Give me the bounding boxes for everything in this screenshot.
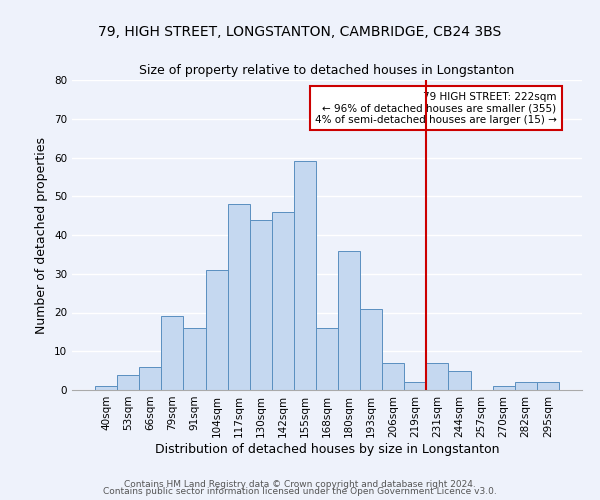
Bar (448, 370, 470, 390)
Bar (537, 382, 559, 390)
Bar (515, 382, 537, 390)
Text: 79, HIGH STREET, LONGSTANTON, CAMBRIDGE, CB24 3BS: 79, HIGH STREET, LONGSTANTON, CAMBRIDGE,… (98, 26, 502, 40)
Text: Contains HM Land Registry data © Crown copyright and database right 2024.: Contains HM Land Registry data © Crown c… (124, 480, 476, 489)
Bar (427, 363, 448, 390)
Y-axis label: Number of detached properties: Number of detached properties (35, 136, 49, 334)
Bar (272, 212, 294, 390)
X-axis label: Distribution of detached houses by size in Longstanton: Distribution of detached houses by size … (155, 442, 499, 456)
Bar (227, 204, 250, 390)
Bar (493, 386, 515, 390)
Bar (360, 308, 382, 390)
Bar (184, 328, 206, 390)
Bar (206, 270, 227, 390)
Bar (250, 220, 272, 390)
Bar (338, 250, 360, 390)
Bar (294, 162, 316, 390)
Bar (117, 374, 139, 390)
Bar (382, 363, 404, 390)
Bar (95, 386, 117, 390)
Bar (161, 316, 184, 390)
Title: Size of property relative to detached houses in Longstanton: Size of property relative to detached ho… (139, 64, 515, 78)
Text: 79 HIGH STREET: 222sqm
← 96% of detached houses are smaller (355)
4% of semi-det: 79 HIGH STREET: 222sqm ← 96% of detached… (315, 92, 557, 125)
Bar (404, 382, 427, 390)
Bar (139, 367, 161, 390)
Bar (316, 328, 338, 390)
Text: Contains public sector information licensed under the Open Government Licence v3: Contains public sector information licen… (103, 487, 497, 496)
